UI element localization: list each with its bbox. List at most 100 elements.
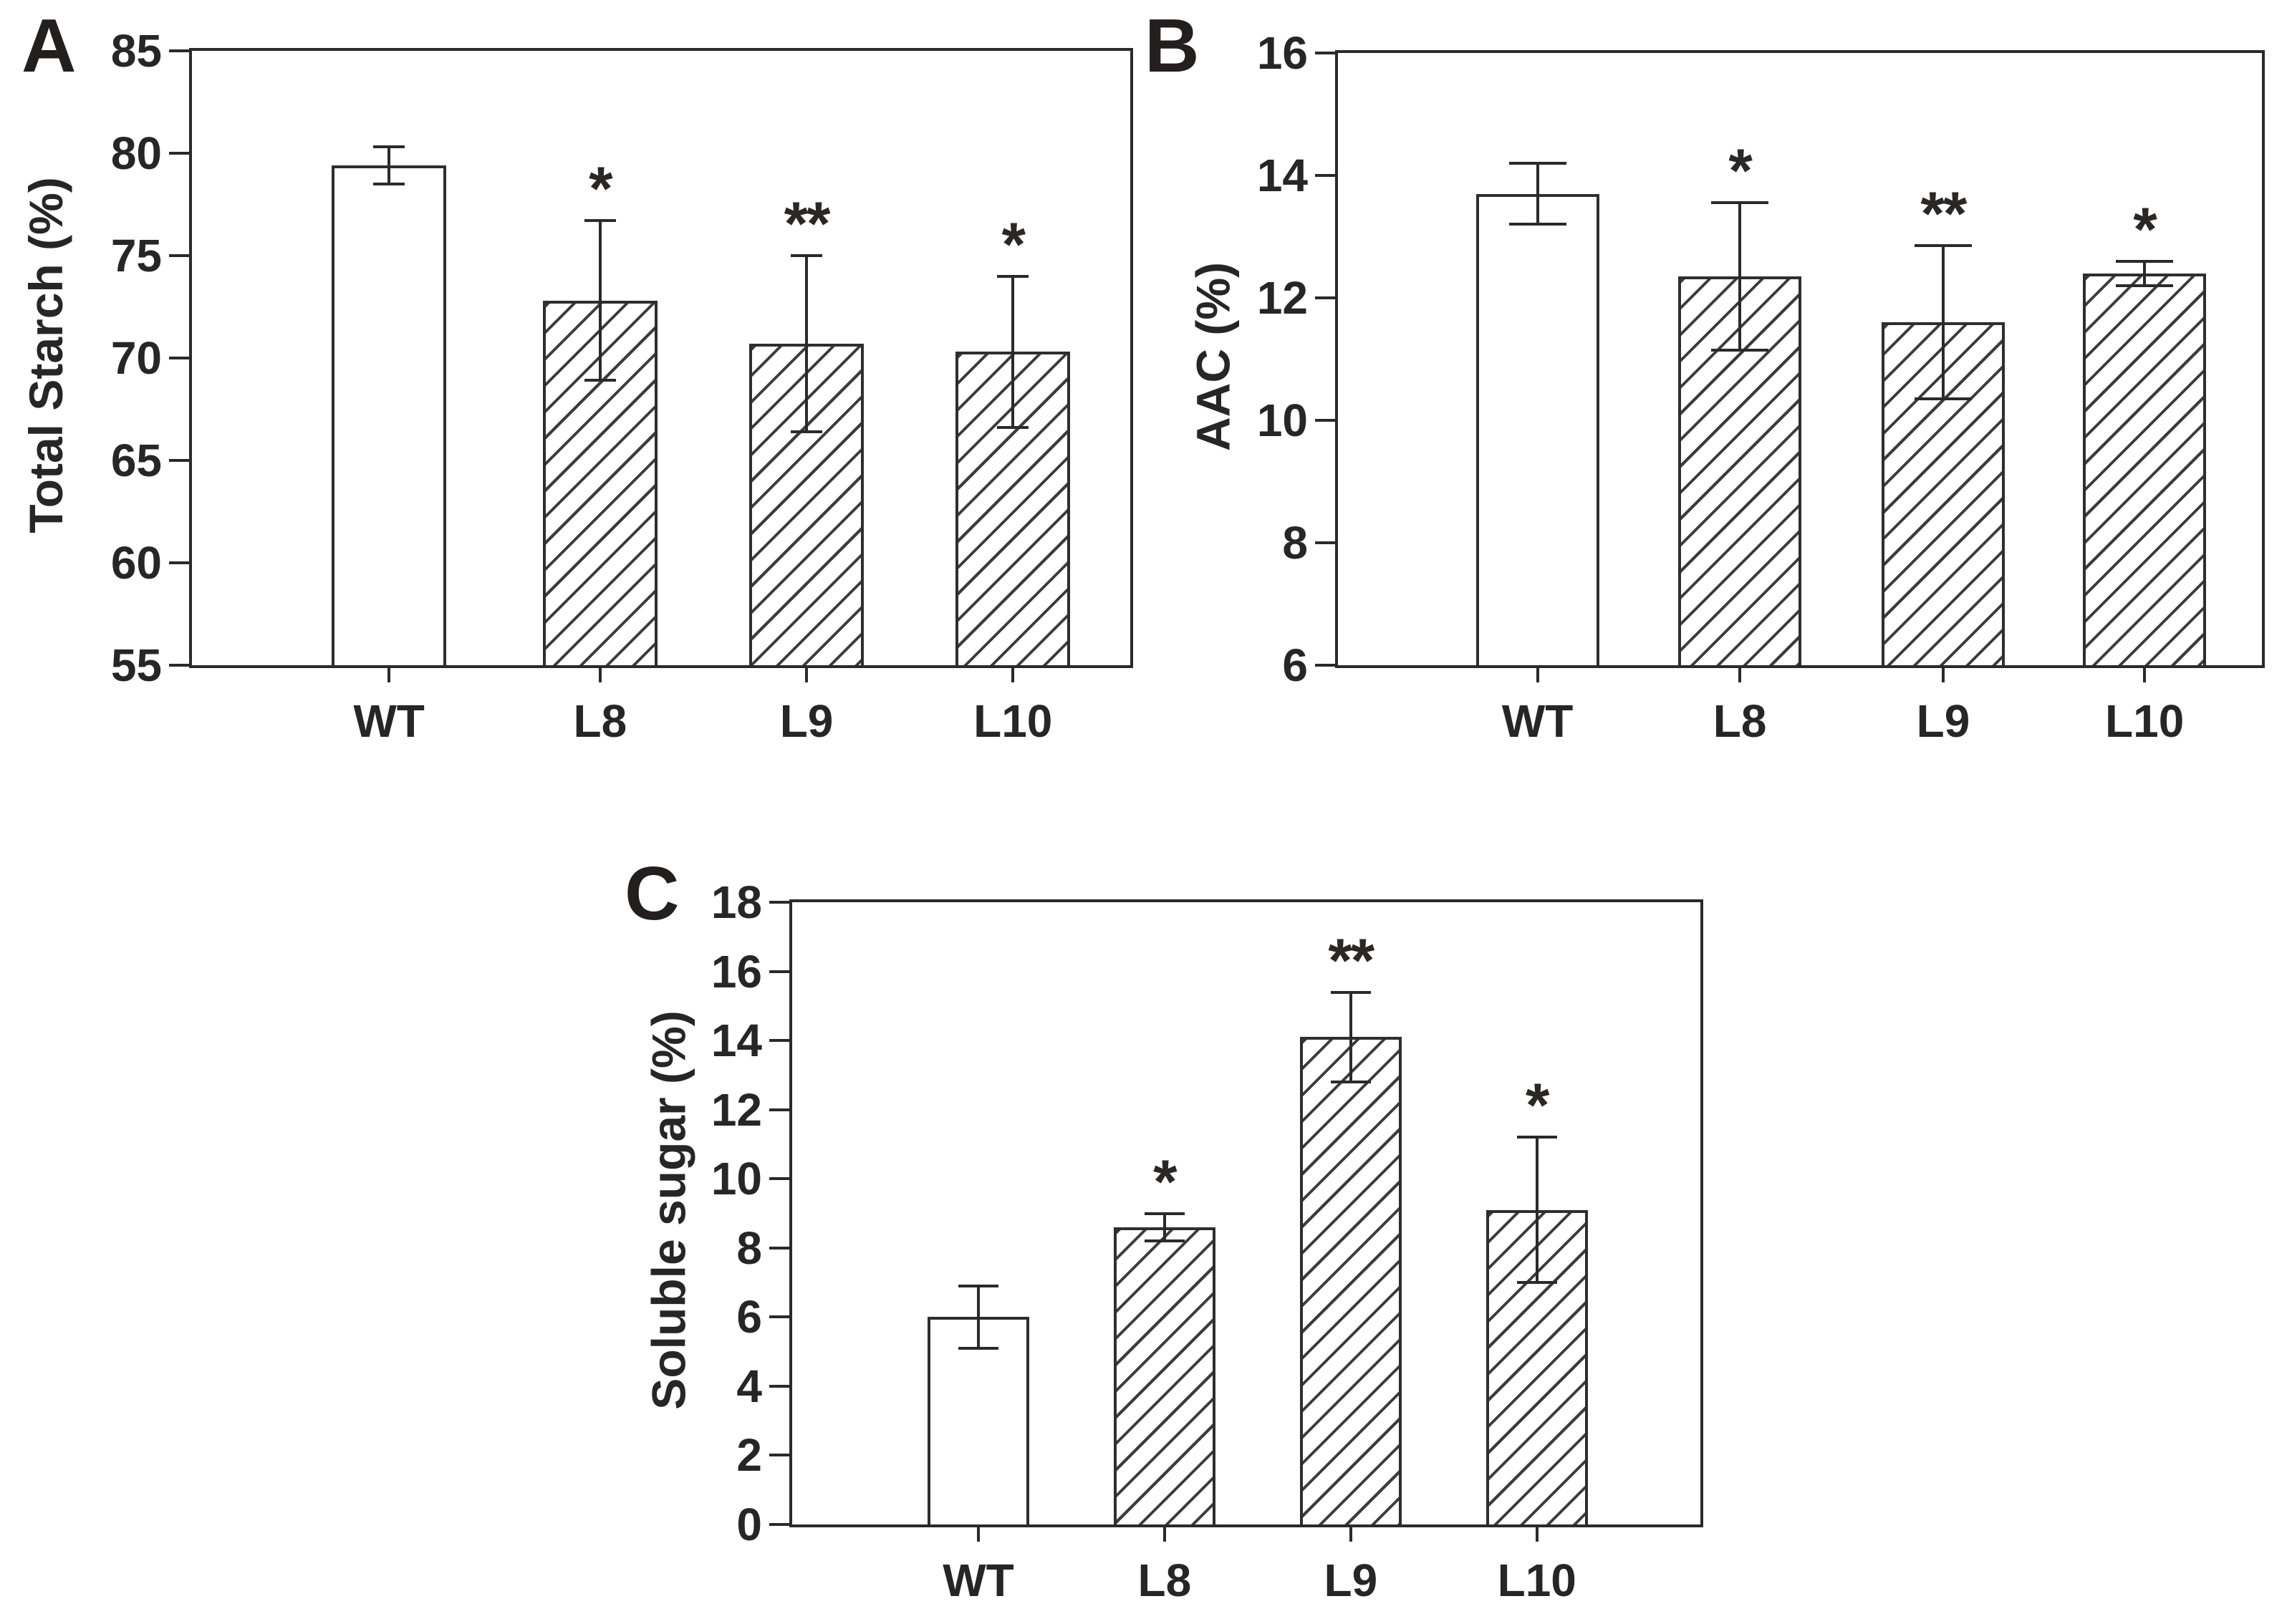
panel-a-xtick-l8: [598, 665, 602, 682]
panel-b-significance-l9: **: [1920, 180, 1967, 249]
panel-b-ytick-label-12: 12: [1256, 272, 1308, 324]
panel-a-ytick-label-55: 55: [110, 639, 162, 691]
panel-c-xtick-wt: [976, 1524, 980, 1542]
panel-a-xtick-l9: [805, 665, 809, 682]
panel-c-error-bar-wt: [976, 1285, 980, 1348]
panel-c-xtick-l9: [1349, 1524, 1352, 1542]
panel-b-plot-area: 6 8 10 12 14 16 * ** *: [1257, 27, 2265, 691]
panel-b-error-bar-l10: [2143, 261, 2147, 286]
panel-a-significance-l8: *: [589, 155, 612, 224]
panel-c-plot-area: 0 2 4 6 8 10 12 14 16 18 * ** *: [711, 876, 1703, 1550]
panel-a-plot-area: 55 60 65 70 75 80 85 * ** *: [111, 25, 1133, 691]
panel-a-error-cap-bottom-l9: [791, 430, 823, 433]
panel-a-error-bar-l10: [1011, 276, 1015, 428]
panel-b-significance-l8: *: [1728, 137, 1752, 206]
panel-b-error-cap-top-l10: [2116, 259, 2174, 263]
panel-a-error-cap-top-wt: [373, 145, 405, 149]
panel-c-xlabel-l10: L10: [1497, 1555, 1576, 1606]
panel-a-error-cap-top-l9: [791, 254, 823, 257]
panel-c-error-cap-bottom-l8: [1144, 1239, 1185, 1243]
panel-c-ytick-14: [769, 1039, 789, 1043]
panel-c-error-bar-l10: [1535, 1137, 1539, 1283]
panel-b-error-cap-bottom-l10: [2116, 284, 2174, 287]
panel-a-ytick-65: [169, 459, 189, 462]
panel-b-error-cap-top-l8: [1711, 201, 1769, 205]
panel-a-significance-l9: **: [784, 190, 831, 258]
panel-a-error-cap-bottom-wt: [373, 182, 405, 185]
panel-b-bar-wt: [1475, 193, 1599, 665]
panel-c-bar-wt: [927, 1317, 1029, 1524]
panel-b-ytick-label-10: 10: [1256, 395, 1308, 446]
panel-b-ytick-12: [1315, 296, 1335, 299]
panel-a-xtick-wt: [387, 665, 391, 682]
panel-a-error-bar-wt: [387, 147, 391, 184]
panel-a-error-bar-l8: [598, 221, 602, 381]
panel-b-ytick-14: [1315, 174, 1335, 177]
panel-c-ytick-label-12: 12: [711, 1083, 762, 1136]
panel-b-ytick-8: [1315, 541, 1335, 544]
panel-b-ytick-label-8: 8: [1282, 517, 1308, 569]
panel-b-xtick-wt: [1536, 665, 1539, 682]
panel-a-ytick-label-70: 70: [110, 332, 162, 384]
panel-a-ytick-label-60: 60: [110, 537, 162, 589]
panel-c-significance-l10: *: [1526, 1071, 1549, 1141]
panel-a-xlabel-l10: L10: [973, 695, 1053, 747]
panel-b-error-cap-top-l9: [1914, 244, 1972, 248]
panel-a-xlabel-wt: WT: [353, 695, 425, 747]
panel-c-ytick-18: [769, 901, 789, 904]
panel-a-ytick-label-80: 80: [110, 127, 162, 179]
panel-b-error-bar-l9: [1941, 246, 1945, 400]
panel-c-significance-l8: *: [1153, 1147, 1177, 1217]
panel-c-ytick-16: [769, 970, 789, 973]
panel-a-ytick-80: [169, 152, 189, 155]
panel-b-error-cap-bottom-l9: [1914, 397, 1972, 401]
panel-c-ytick-label-0: 0: [736, 1499, 762, 1550]
panel-b-xtick-l8: [1738, 665, 1742, 682]
panel-b-ytick-label-16: 16: [1256, 27, 1308, 79]
panel-a-ytick-label-85: 85: [110, 25, 162, 77]
panel-c-ytick-label-16: 16: [711, 945, 762, 997]
panel-a-error-bar-l9: [805, 256, 809, 432]
panel-a-error-cap-top-l8: [584, 219, 616, 223]
panel-c-bar-l8: [1113, 1227, 1215, 1524]
panel-c-ytick-10: [769, 1177, 789, 1181]
panel-a-ytick-label-75: 75: [110, 230, 162, 281]
panel-a-bar-wt: [332, 165, 447, 665]
panel-letter-a: A: [21, 4, 78, 88]
panel-a-error-cap-bottom-l10: [997, 426, 1029, 430]
panel-c-ytick-label-4: 4: [736, 1360, 762, 1412]
panel-a-xtick-l10: [1011, 665, 1015, 682]
panel-b-error-bar-l8: [1738, 203, 1742, 350]
panel-a-ytick-60: [169, 561, 189, 564]
panel-c-ytick-6: [769, 1315, 789, 1319]
panel-a-ytick-70: [169, 357, 189, 359]
panel-b-error-cap-top-wt: [1508, 161, 1566, 165]
panel-c-ytick-label-14: 14: [711, 1015, 762, 1067]
panel-c-error-cap-top-l10: [1516, 1136, 1557, 1139]
panel-c-ytick-label-18: 18: [711, 876, 762, 928]
panel-a-error-cap-top-l10: [997, 274, 1029, 278]
panel-b-bar-l10: [2083, 273, 2207, 665]
panel-b-xtick-l10: [2143, 665, 2147, 682]
panel-c-error-bar-l8: [1162, 1213, 1166, 1242]
panel-letter-b: B: [1145, 4, 1201, 88]
panel-c-error-cap-bottom-wt: [958, 1346, 998, 1350]
panel-c-xtick-l8: [1162, 1524, 1166, 1542]
panel-letter-c: C: [625, 851, 681, 936]
panel-c-ytick-12: [769, 1108, 789, 1111]
panel-b-ytick-10: [1315, 419, 1335, 422]
panel-c-error-bar-l9: [1349, 992, 1352, 1083]
panel-a-ytick-55: [169, 664, 189, 667]
panel-c-ytick-label-6: 6: [736, 1291, 762, 1343]
panel-b-ytick-label-14: 14: [1256, 150, 1308, 201]
panel-a-ytick-label-65: 65: [110, 435, 162, 486]
panel-c-ytick-label-10: 10: [711, 1153, 762, 1205]
panel-b-error-cap-bottom-l8: [1711, 348, 1769, 352]
panel-c-significance-l9: **: [1328, 926, 1374, 995]
panel-c-error-cap-top-l8: [1144, 1212, 1185, 1215]
panel-c-ytick-0: [769, 1523, 789, 1526]
panel-c-error-cap-bottom-l10: [1516, 1281, 1557, 1285]
panel-a-ytick-85: [169, 49, 189, 52]
panel-b-ytick-6: [1315, 664, 1335, 667]
